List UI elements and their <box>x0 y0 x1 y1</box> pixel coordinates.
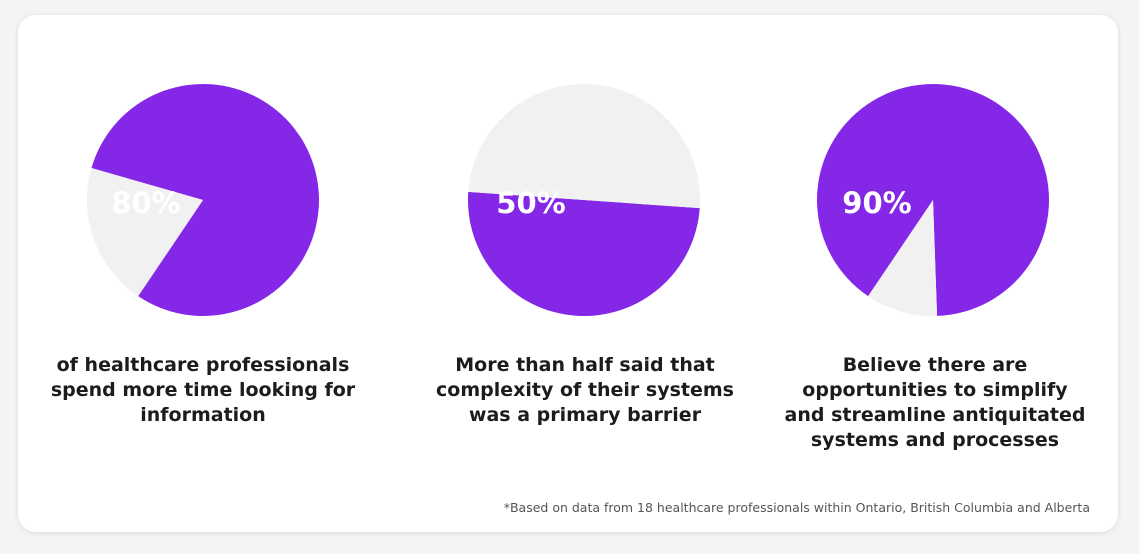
pie-2-slice-2 <box>468 83 701 209</box>
footnote: *Based on data from 18 healthcare profes… <box>503 500 1090 515</box>
pie-chart-3: 90% <box>816 84 1049 317</box>
pie-caption-2: More than half said that complexity of t… <box>436 354 734 426</box>
pie-caption-1: of healthcare professionals spend more t… <box>50 354 356 426</box>
pie-3-slice-1 <box>816 84 1049 316</box>
pie-1-slice-1 <box>91 84 319 317</box>
stat-column-2: 50% More than half said that complexity … <box>403 15 763 495</box>
pie-chart-1: 80% <box>86 84 319 317</box>
pie-3-slice-2 <box>868 200 938 317</box>
stat-column-3: 90% Believe there are opportunities to s… <box>753 15 1113 495</box>
stats-card: 80% of healthcare professionals spend mo… <box>18 15 1118 532</box>
pie-3-percent-label: 90% <box>842 186 911 220</box>
pie-1-percent-label: 80% <box>111 186 180 220</box>
pie-2-percent-label: 50% <box>496 186 565 220</box>
stat-column-1: 80% of healthcare professionals spend mo… <box>18 15 378 495</box>
pie-1-slice-2 <box>86 168 203 297</box>
pie-chart-2: 50% <box>467 83 701 317</box>
pie-caption-3: Believe there are opportunities to simpl… <box>784 354 1086 451</box>
pie-2-slice-1 <box>467 191 700 317</box>
